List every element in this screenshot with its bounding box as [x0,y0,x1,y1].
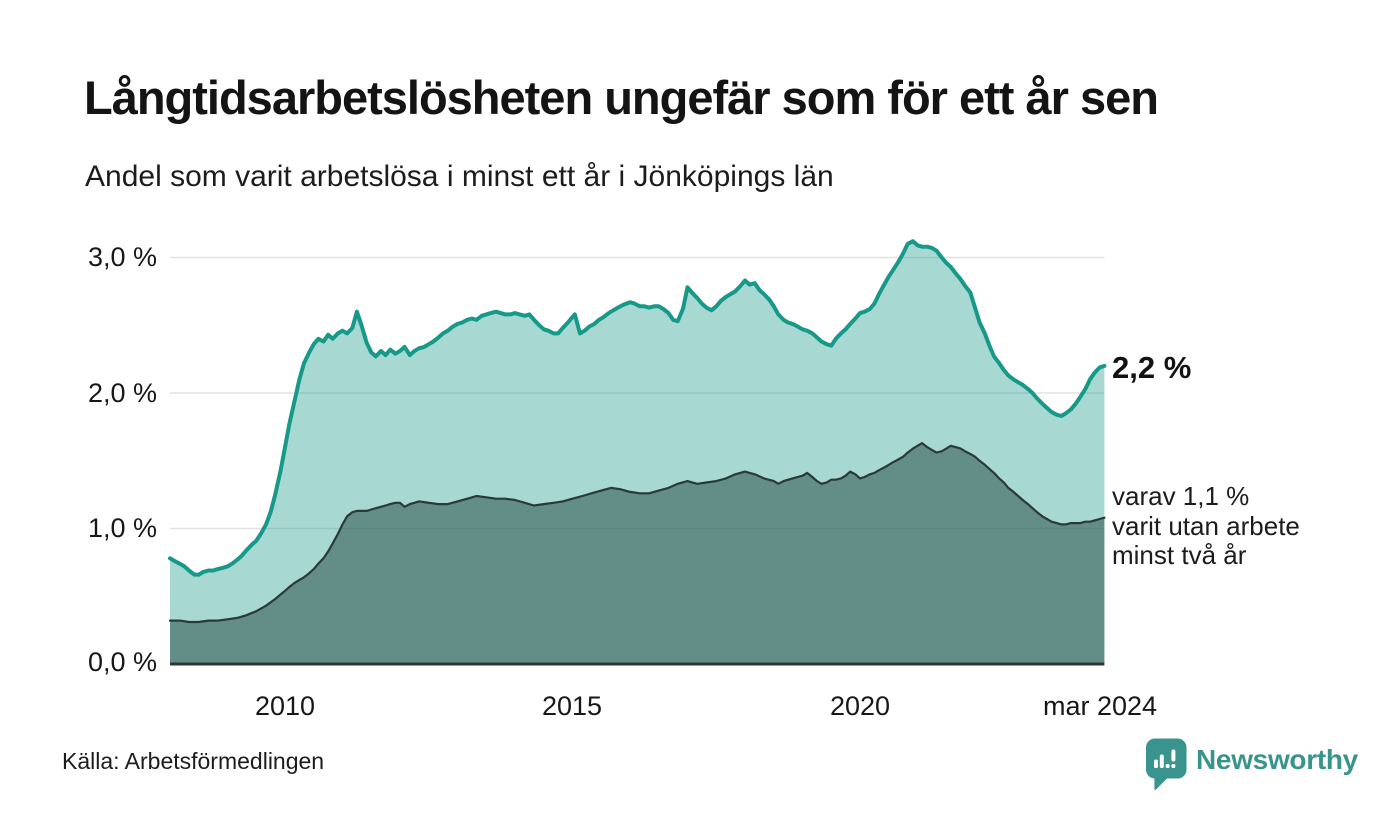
x-axis-tick-2010: 2010 [254,691,316,721]
page-subtitle: Andel som varit arbetslösa i minst ett å… [85,160,834,193]
x-axis-tick-2020: 2020 [829,691,891,721]
y-axis-tick-0: 0,0 % [87,647,157,677]
two-year-annotation-line1: varav 1,1 % [1112,481,1250,511]
newsworthy-wordmark: Newsworthy [1196,744,1358,775]
two-year-annotation: varav 1,1 % varit utan arbete minst två … [1112,481,1300,571]
area-min-two-years [170,443,1105,664]
line-min-one-year [168,239,1107,577]
y-axis-tick-2: 2,0 % [87,378,157,408]
x-axis-tick-2015: 2015 [541,691,603,721]
latest-value-label: 2,2 % [1112,350,1192,385]
page-title: Långtidsarbetslösheten ungefär som för e… [84,71,1159,124]
y-axis-tick-1: 1,0 % [87,513,157,543]
x-axis-tick-mar-2024: mar 2024 [1042,691,1158,721]
source-credit: Källa: Arbetsförmedlingen [62,748,325,774]
two-year-annotation-line2: varit utan arbete [1112,510,1300,541]
y-axis-tick-3: 3,0 % [87,242,157,272]
newsworthy-brand: Newsworthy [1146,738,1358,791]
newsworthy-logo-icon [1146,738,1187,790]
line-min-two-years [168,442,1106,624]
two-year-annotation-line3: minst två år [1112,540,1247,570]
